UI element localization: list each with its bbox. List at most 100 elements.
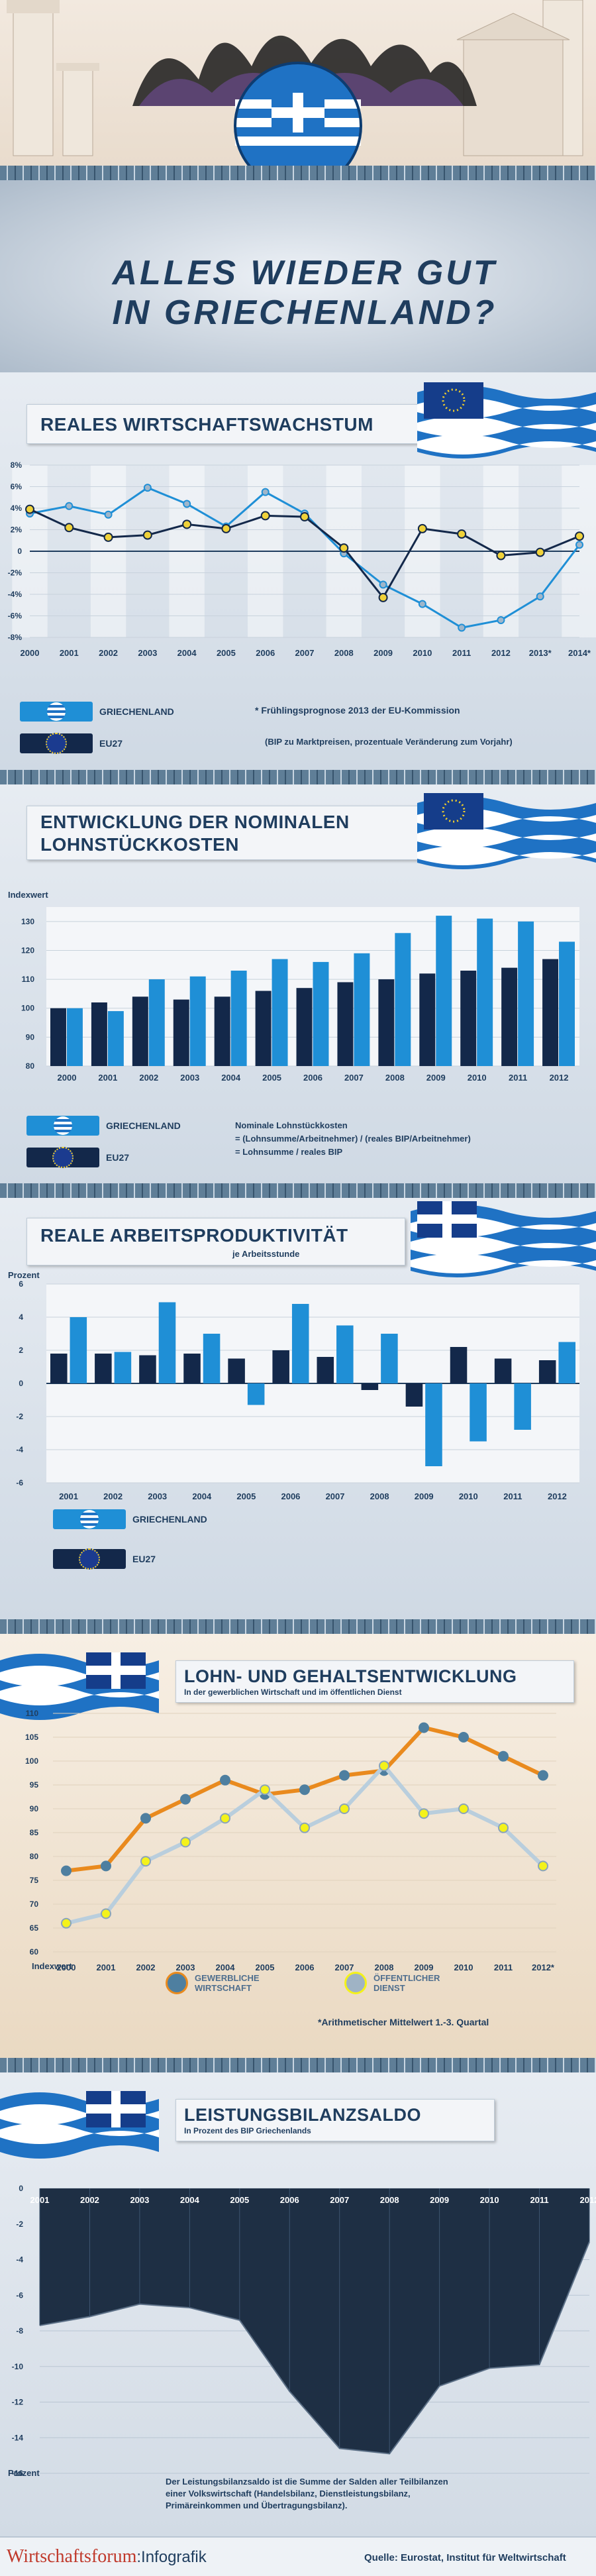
productivity-section: REALE ARBEITSPRODUKTIVITÄT je Arbeitsstu… <box>0 1198 596 1619</box>
wages-x-tick: 2000 <box>57 1962 76 1972</box>
eu-flag-icon <box>52 1147 74 1168</box>
greece-growth-point <box>497 616 505 624</box>
ca-x-tick: 2011 <box>530 2195 548 2205</box>
growth-y-tick: 0 <box>17 547 22 556</box>
greek-eu-flag <box>417 382 596 458</box>
productivity-x-tick: 2004 <box>192 1491 212 1501</box>
greece-ulc-bar <box>313 961 329 1066</box>
wages-legend-a-line1: GEWERBLICHE <box>195 1973 260 1983</box>
eu-productivity-bar <box>272 1350 289 1383</box>
greece-productivity-bar <box>114 1352 132 1383</box>
greece-growth-point <box>65 502 74 510</box>
yellow-dot-icon <box>344 1972 367 1994</box>
eu-growth-point <box>457 529 467 539</box>
greece-growth-point <box>104 510 113 519</box>
greece-flag-icon <box>54 1116 72 1135</box>
ulc-y-tick: 100 <box>21 1004 34 1013</box>
greece-productivity-bar <box>247 1383 265 1405</box>
greece-productivity-bar <box>291 1304 309 1383</box>
wages-y-tick: 75 <box>30 1876 39 1885</box>
greece-ulc-bar <box>354 953 370 1066</box>
greek-flag <box>411 1201 596 1277</box>
productivity-ylabel: Prozent <box>8 1270 40 1280</box>
greece-productivity-bar <box>158 1302 176 1383</box>
growth-x-tick: 2010 <box>413 648 432 658</box>
ulc-x-tick: 2007 <box>344 1073 364 1083</box>
eu-ulc-bar <box>50 1008 66 1066</box>
wages-y-tick: 110 <box>26 1709 39 1718</box>
ca-x-tick: 2008 <box>380 2195 399 2205</box>
wages-legend-a-line2: WIRTSCHAFT <box>195 1983 252 1993</box>
greek-flag-stripes <box>235 99 361 146</box>
eu-growth-point <box>378 592 388 602</box>
eu-ulc-bar <box>460 971 477 1066</box>
ca-y-tick: -8 <box>16 2326 23 2335</box>
greece-ulc-bar <box>148 979 165 1066</box>
wages-section: LOHN- UND GEHALTSENTWICKLUNG In der gewe… <box>0 1634 596 2058</box>
current-account-section: LEISTUNGSBILANZSALDO In Prozent des BIP … <box>0 2072 596 2536</box>
productivity-x-tick: 2003 <box>148 1491 167 1501</box>
wages-y-tick: 85 <box>30 1828 39 1837</box>
public-wage-point <box>180 1837 191 1848</box>
ulc-y-tick: 90 <box>26 1032 35 1042</box>
header-band <box>0 166 596 180</box>
header-section <box>0 0 596 166</box>
eu-productivity-bar <box>317 1357 334 1383</box>
private-wage-line <box>66 1725 544 1873</box>
greece-ulc-bar <box>477 918 493 1066</box>
ulc-title-line2: LOHNSTÜCKKOSTEN <box>40 834 239 855</box>
productivity-x-tick: 2010 <box>459 1491 478 1501</box>
ca-note-1: Der Leistungsbilanzsaldo ist die Summe d… <box>166 2477 448 2487</box>
productivity-y-tick: -2 <box>16 1412 23 1421</box>
ulc-section: ENTWICKLUNG DER NOMINALEN LOHNSTÜCKKOSTE… <box>0 784 596 1183</box>
eu-ulc-bar <box>542 959 559 1066</box>
orange-dot-icon <box>166 1972 188 1994</box>
ulc-x-tick: 2000 <box>58 1073 77 1083</box>
greece-ulc-bar <box>559 941 575 1066</box>
growth-title: REALES WIRTSCHAFTSWACHSTUM <box>40 414 373 435</box>
growth-x-tick: 2001 <box>60 648 79 658</box>
ca-area-chart: 0 -2 -4 -6 -8 -10 -12 -14 -16 2001 2002 2003 2004 200… <box>12 2184 596 2478</box>
eu-ulc-bar <box>337 982 354 1066</box>
greece-productivity-bar <box>381 1334 398 1383</box>
greece-swatch <box>26 1116 99 1136</box>
footer-brand: Wirtschaftsforum <box>7 2546 137 2567</box>
productivity-legend-greece: GRIECHENLAND <box>53 1509 207 1529</box>
eu-growth-point <box>221 523 231 533</box>
eu-swatch <box>20 733 93 754</box>
eu-growth-point <box>103 532 113 542</box>
wages-x-tick: 2012* <box>532 1962 555 1972</box>
productivity-x-tick: 2001 <box>59 1491 78 1501</box>
eu-productivity-bar <box>538 1360 556 1383</box>
growth-y-tick: -6% <box>8 612 23 621</box>
eu-growth-point <box>182 519 192 529</box>
growth-x-tick: 2006 <box>256 648 275 658</box>
productivity-y-tick: -4 <box>16 1445 23 1454</box>
growth-y-tick: -2% <box>8 568 23 578</box>
greece-productivity-bar <box>514 1383 531 1430</box>
greece-growth-point <box>575 541 583 549</box>
wages-x-tick: 2008 <box>375 1962 394 1972</box>
growth-x-tick: 2013* <box>529 648 552 658</box>
eu-swatch <box>53 1548 126 1570</box>
greece-productivity-bar <box>470 1383 487 1442</box>
eu-growth-point <box>417 523 427 533</box>
ca-y-tick: -10 <box>12 2362 24 2371</box>
ulc-x-tick: 2006 <box>303 1073 323 1083</box>
ulc-bar-chart: 130 120 110 100 90 80 2000 2001 2002 2003 2004 2005… <box>21 907 579 1083</box>
ulc-ylabel: Indexwert <box>8 890 48 900</box>
wages-x-tick: 2009 <box>415 1962 434 1972</box>
eu-ulc-bar <box>419 973 436 1066</box>
header-illustration <box>7 0 583 166</box>
productivity-title-box: REALE ARBEITSPRODUKTIVITÄT je Arbeitsstu… <box>26 1218 405 1265</box>
ca-y-tick: 0 <box>19 2184 23 2193</box>
ca-note-2: einer Volkswirtschaft (Handelsbilanz, Di… <box>166 2489 411 2498</box>
eu-productivity-bar <box>361 1383 379 1390</box>
public-wage-point <box>61 1917 72 1929</box>
greece-growth-point <box>183 500 191 508</box>
ca-x-tick: 2005 <box>230 2195 249 2205</box>
public-wage-point <box>339 1803 350 1814</box>
ca-x-tick: 2003 <box>130 2195 149 2205</box>
productivity-bar-chart: 6 4 2 0 -2 -4 -6 2001 2002 2003 2004 2005 2006 2007 20… <box>16 1279 579 1501</box>
ca-subtitle: In Prozent des BIP Griechenlands <box>184 2126 311 2135</box>
